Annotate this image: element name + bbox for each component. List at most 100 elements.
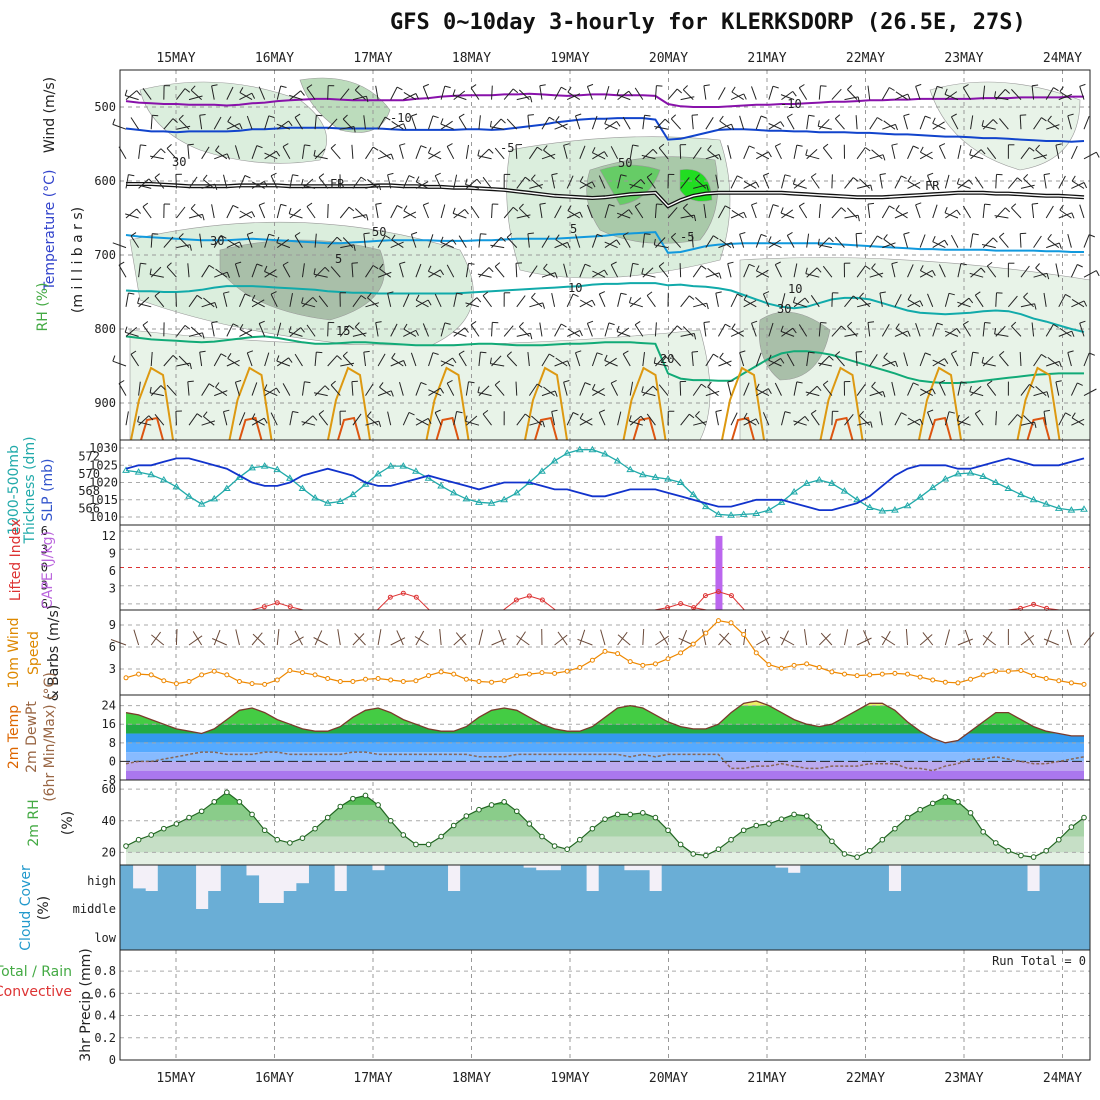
wind-barb bbox=[211, 638, 228, 646]
cloud-cell-middle bbox=[938, 891, 952, 921]
contour-label: FR bbox=[330, 177, 345, 191]
wind-barb-flag bbox=[656, 85, 663, 87]
wind-barb bbox=[856, 421, 871, 426]
wind-barb bbox=[415, 181, 429, 189]
wind-barb-flag bbox=[363, 232, 370, 235]
wind-barb bbox=[327, 322, 329, 337]
wind-barb-flag bbox=[415, 330, 419, 336]
wind-barb-flag bbox=[865, 265, 871, 270]
wind-barb-flag bbox=[244, 175, 251, 179]
cloud-cell-low bbox=[674, 921, 688, 950]
wind-barb bbox=[176, 88, 186, 100]
wind-barb bbox=[692, 265, 702, 278]
wind-barb-flag bbox=[596, 233, 603, 237]
cloud-cell-low bbox=[762, 921, 776, 950]
cloud-cell-high bbox=[737, 865, 751, 891]
wind-barb bbox=[466, 415, 478, 426]
wind-barb bbox=[755, 234, 762, 248]
wind-speed-point bbox=[463, 676, 469, 682]
wind-barb-flag bbox=[372, 146, 379, 151]
wind-barb bbox=[551, 174, 556, 189]
rh-shading-area bbox=[299, 77, 391, 133]
wind-barb bbox=[306, 324, 316, 337]
wind-barb-flag bbox=[215, 382, 220, 388]
wind-barb-flag bbox=[136, 208, 141, 214]
wind-barb-flag bbox=[584, 263, 591, 267]
wind-barb bbox=[339, 88, 350, 100]
wind-tick: 9 bbox=[109, 618, 116, 632]
wind-barb-flag bbox=[387, 291, 394, 294]
wind-barb bbox=[440, 322, 446, 337]
wind-speed-point bbox=[249, 681, 255, 687]
wind-barb bbox=[610, 382, 619, 396]
wind-barb-flag bbox=[646, 291, 653, 296]
wind-barb-flag bbox=[259, 320, 265, 324]
wind-barb bbox=[957, 179, 970, 189]
wind-barb bbox=[554, 86, 562, 100]
wind-barb-flag bbox=[701, 383, 707, 389]
wind-barb bbox=[1047, 120, 1060, 130]
rh-point bbox=[312, 825, 318, 832]
wind-barb bbox=[342, 237, 354, 248]
wind-barb bbox=[399, 263, 404, 278]
wind-barb bbox=[112, 123, 127, 130]
wind-barb-flag bbox=[288, 357, 293, 363]
wind-barb bbox=[970, 352, 974, 367]
wind-barb-flag bbox=[632, 262, 639, 265]
wind-barb-flag bbox=[682, 203, 688, 209]
wind-barb bbox=[1058, 412, 1066, 426]
wind-barb-flag bbox=[969, 149, 972, 156]
wind-barb-flag bbox=[531, 292, 536, 298]
wind-speed-point bbox=[526, 671, 532, 677]
wind-barb bbox=[516, 214, 531, 219]
wind-barb-flag bbox=[211, 321, 218, 324]
wind-barb bbox=[289, 327, 302, 337]
wind-barb bbox=[1011, 89, 1022, 100]
wind-barb-flag bbox=[184, 88, 191, 93]
wind-barb bbox=[718, 123, 732, 130]
isotherm-line-20 bbox=[819, 366, 864, 441]
wind-barb-flag bbox=[1034, 303, 1037, 310]
ylabel-temperature: Temperature (°C) bbox=[42, 170, 58, 292]
wind-barb bbox=[691, 352, 694, 367]
wind-barb bbox=[529, 302, 543, 308]
wind-barb-flag bbox=[927, 172, 934, 176]
cloud-cell-middle bbox=[460, 891, 474, 921]
temp-band bbox=[126, 752, 1084, 762]
wind-barb-flag bbox=[166, 262, 172, 268]
wind-speed-point bbox=[1081, 681, 1087, 687]
wind-barb bbox=[491, 85, 493, 100]
wind-barb bbox=[428, 387, 441, 397]
wind-barb-flag bbox=[724, 205, 731, 210]
wind-barb bbox=[617, 293, 622, 307]
wind-barb bbox=[539, 85, 543, 100]
wind-barb-flag bbox=[348, 325, 355, 330]
wind-barb-flag bbox=[994, 328, 997, 335]
wind-barb bbox=[604, 239, 617, 249]
thickness-point bbox=[764, 506, 773, 513]
wind-barb bbox=[226, 323, 234, 337]
wind-barb-flag bbox=[1023, 292, 1029, 298]
wind-barb bbox=[907, 299, 921, 308]
wind-speed-point bbox=[1005, 668, 1011, 674]
contour-label: 5 bbox=[570, 222, 577, 236]
wind-barb bbox=[1019, 115, 1022, 130]
wind-barb bbox=[679, 263, 682, 278]
wind-barb bbox=[654, 85, 657, 100]
wind-barb bbox=[781, 90, 794, 101]
wind-speed-point bbox=[123, 675, 129, 681]
wind-speed-point bbox=[905, 671, 911, 677]
rh-point bbox=[652, 814, 659, 821]
wind-barb-flag bbox=[353, 126, 356, 133]
wind-barb-flag bbox=[1083, 300, 1088, 307]
cloud-cell-middle bbox=[686, 891, 700, 921]
wind-barb bbox=[294, 235, 303, 248]
rh-point bbox=[324, 814, 331, 821]
thickness-point bbox=[777, 498, 786, 505]
wind-barb bbox=[938, 264, 946, 278]
li-line bbox=[376, 592, 430, 611]
wind-barb bbox=[995, 411, 997, 426]
cloud-cell-middle bbox=[623, 891, 637, 921]
wind-barb bbox=[428, 152, 442, 160]
wind-barb bbox=[743, 382, 750, 396]
